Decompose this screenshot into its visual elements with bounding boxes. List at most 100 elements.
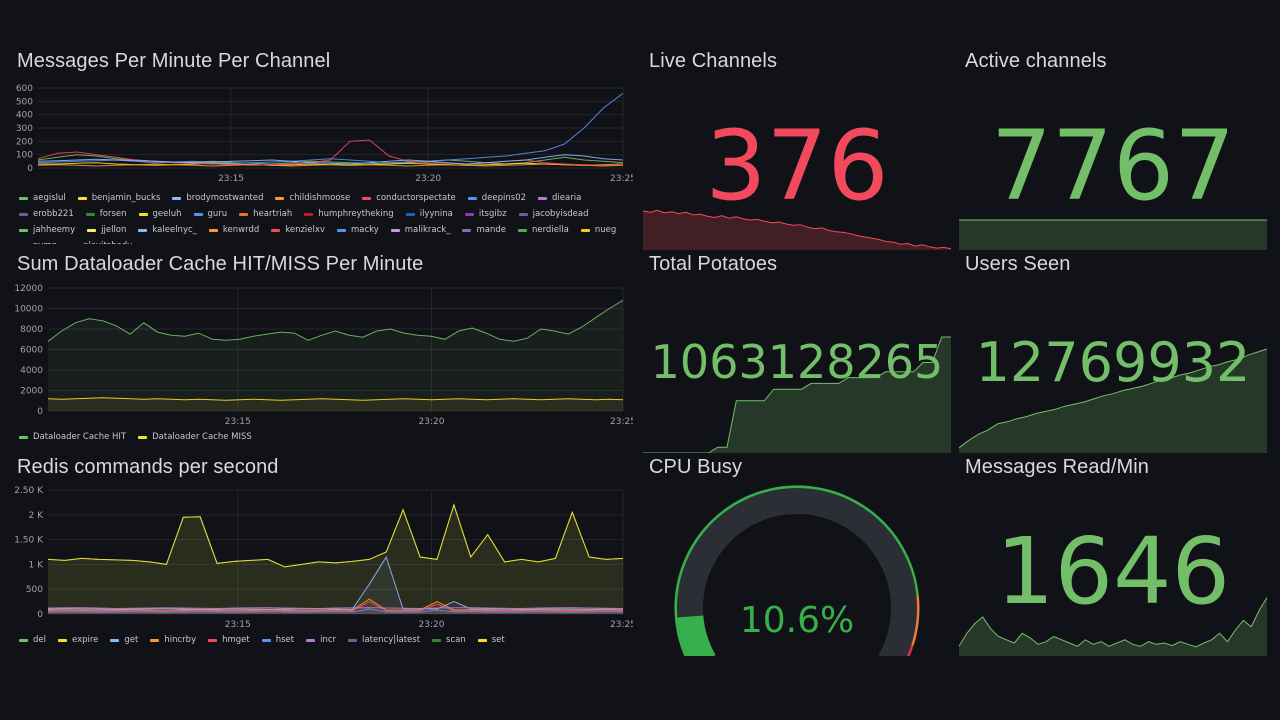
legend-item[interactable]: latency|latest — [348, 634, 420, 647]
legend-label: mande — [476, 225, 506, 235]
legend-item[interactable]: deepins02 — [467, 192, 526, 205]
legend-item[interactable]: jahheemy — [19, 224, 75, 237]
legend-label: kenwrdd — [222, 225, 260, 235]
panel-title: Total Potatoes — [649, 253, 778, 275]
panel-dataloader-cache[interactable]: Sum Dataloader Cache HIT/MISS Per Minute… — [11, 253, 633, 449]
legend-item[interactable]: kaleelnyc_ — [138, 224, 197, 237]
sparkline-area — [643, 210, 951, 250]
series-line-deepins02 — [37, 154, 624, 165]
sparkline-area — [959, 220, 1267, 250]
legend-item[interactable]: mande — [462, 224, 506, 237]
panel-messages-per-minute[interactable]: Messages Per Minute Per Channel 600 500 40… — [11, 50, 633, 246]
legend-swatch — [462, 229, 472, 232]
legend-label: ilyynina — [419, 209, 453, 219]
legend-item[interactable]: macky — [336, 224, 379, 237]
legend-item[interactable]: hset — [261, 634, 294, 647]
legend-label: set — [491, 635, 505, 645]
y-tick-label: 2 K — [29, 511, 45, 521]
series-line-Dataloader Cache HIT — [47, 299, 624, 342]
panel-total-potatoes[interactable]: Total Potatoes 1063128265 — [643, 253, 951, 453]
legend-item[interactable]: del — [19, 634, 46, 647]
legend-label: expire — [72, 635, 99, 645]
gauge-threshold-red — [906, 644, 914, 656]
legend-item[interactable]: kenwrdd — [208, 224, 260, 237]
legend-item[interactable]: guru — [193, 208, 227, 221]
series-line-hmget — [47, 601, 624, 612]
panel-active-channels[interactable]: Active channels 7767 — [959, 50, 1267, 250]
legend-swatch — [306, 639, 316, 642]
legend-item[interactable]: erobb221 — [19, 208, 74, 221]
legend-item[interactable]: hmget — [208, 634, 250, 647]
legend-label: incr — [320, 635, 337, 645]
gauge-track — [677, 488, 917, 656]
legend-item[interactable]: jjellon — [87, 224, 126, 237]
live-channels-value: 376 — [705, 110, 889, 222]
legend-item[interactable]: playitshady — [69, 240, 132, 244]
legend-swatch — [538, 197, 548, 200]
legend-item[interactable]: malikrack_ — [390, 224, 450, 237]
legend-item[interactable]: kenzielxv — [271, 224, 325, 237]
legend-item[interactable]: incr — [306, 634, 336, 647]
legend-item[interactable]: Dataloader Cache MISS — [138, 431, 252, 444]
y-tick-label: 300 — [16, 124, 33, 134]
legend-item[interactable]: hincrby — [150, 634, 196, 647]
legend-item[interactable]: aegislul — [19, 192, 66, 205]
legend-item[interactable]: forsen — [85, 208, 127, 221]
legend-item[interactable]: childishmoose — [275, 192, 350, 205]
y-tick-label: 2000 — [20, 387, 43, 397]
panel-users-seen[interactable]: Users Seen 12769932 — [959, 253, 1267, 453]
legend-item[interactable]: get — [110, 634, 138, 647]
legend-swatch — [336, 229, 346, 232]
y-tick-label: 600 — [16, 84, 33, 94]
legend-item[interactable]: set — [477, 634, 505, 647]
series-line-hset — [47, 608, 624, 613]
legend-item[interactable]: geeluh — [138, 208, 182, 221]
legend-swatch — [518, 213, 528, 216]
legend-swatch — [517, 229, 527, 232]
x-tick-label: 23:25 — [610, 620, 633, 630]
legend-item[interactable]: diearia — [538, 192, 581, 205]
legend-swatch — [138, 436, 148, 439]
legend-swatch — [467, 197, 477, 200]
legend-swatch — [138, 229, 148, 232]
legend-item[interactable]: nerdiella — [517, 224, 569, 237]
legend-item[interactable]: nueg — [580, 224, 617, 237]
legend-label: del — [33, 635, 46, 645]
y-tick-label: 400 — [16, 111, 33, 121]
legend-item[interactable]: expire — [58, 634, 98, 647]
legend-item[interactable]: heartriah — [239, 208, 292, 221]
panel-messages-read[interactable]: Messages Read/Min 1646 — [959, 456, 1267, 656]
y-tick-label: 100 — [16, 151, 33, 161]
legend-label: geeluh — [152, 209, 182, 219]
legend-item[interactable]: scan — [432, 634, 466, 647]
panel-cpu-busy[interactable]: CPU Busy 10.6% — [643, 456, 951, 656]
legend-label: scan — [446, 635, 466, 645]
legend-item[interactable]: nymn — [19, 240, 57, 244]
legend-swatch — [477, 639, 487, 642]
series-area — [48, 607, 623, 614]
panel-title: Live Channels — [649, 50, 778, 72]
legend-swatch — [77, 197, 87, 200]
x-tick-label: 23:15 — [225, 620, 251, 630]
legend-label: brodymostwanted — [186, 193, 264, 203]
sparkline-line — [959, 597, 1267, 648]
legend-item[interactable]: itsgibz — [464, 208, 507, 221]
legend-item[interactable]: Dataloader Cache HIT — [19, 431, 126, 444]
panel-title: Users Seen — [965, 253, 1071, 275]
legend-swatch — [208, 639, 218, 642]
legend-item[interactable]: benjamin_bucks — [77, 192, 161, 205]
legend-item[interactable]: conductorspectate — [362, 192, 456, 205]
legend-item[interactable]: jacobyisdead — [518, 208, 588, 221]
sparkline-line — [643, 336, 951, 453]
legend-item[interactable]: ilyynina — [405, 208, 453, 221]
panel-live-channels[interactable]: Live Channels 376 — [643, 50, 951, 250]
legend-label: benjamin_bucks — [91, 193, 161, 203]
y-tick-label: 4000 — [20, 366, 43, 376]
legend-item[interactable]: humphreytheking — [304, 208, 394, 221]
legend-label: nueg — [594, 225, 617, 235]
gauge-value-arc — [677, 615, 716, 656]
series-line-expire — [47, 503, 624, 568]
panel-redis-commands[interactable]: Redis commands per second 2.50 K 2 K 1.50 … — [11, 456, 633, 652]
sparkline-line — [959, 348, 1267, 449]
legend-item[interactable]: brodymostwanted — [172, 192, 263, 205]
